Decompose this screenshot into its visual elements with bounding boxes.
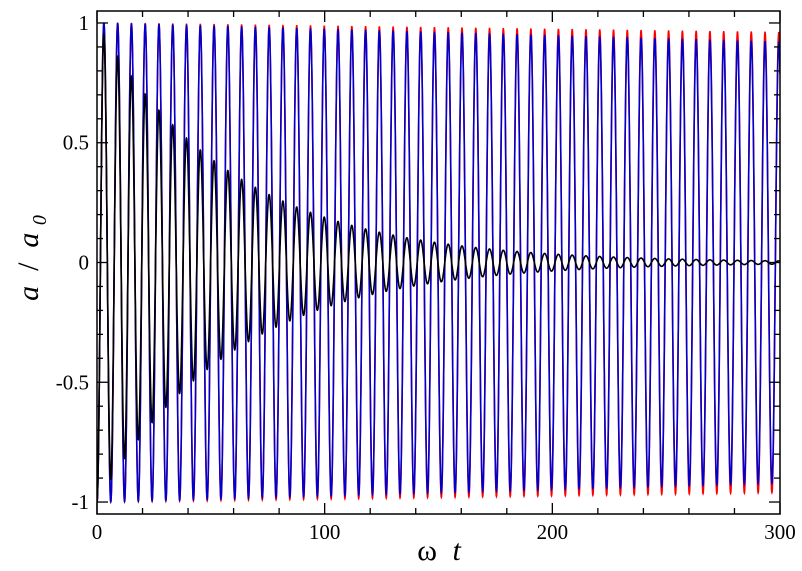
y-tick-label: 0.5 <box>63 131 89 155</box>
y-axis-label-a0: a <box>12 233 45 248</box>
x-axis-label: ω t <box>417 534 461 567</box>
x-tick-labels: 0 100 200 300 <box>92 520 796 544</box>
y-axis-label-slash: / <box>12 255 45 278</box>
axis-ticks <box>96 11 781 514</box>
y-tick-label: -1 <box>72 490 90 514</box>
plot-lines <box>97 22 780 505</box>
series-line-2 <box>97 32 780 503</box>
y-tick-label: -0.5 <box>56 370 89 394</box>
x-tick-label: 200 <box>537 520 569 544</box>
y-tick-label: 0 <box>79 251 90 275</box>
x-axis-label-t: t <box>452 534 461 567</box>
x-tick-label: 100 <box>309 520 341 544</box>
x-axis-label-omega: ω <box>417 534 437 567</box>
y-axis-label: a / a 0 <box>12 215 51 301</box>
y-tick-label: 1 <box>79 11 90 35</box>
y-tick-labels: -1 -0.5 0 0.5 1 <box>56 11 89 514</box>
x-tick-label: 300 <box>764 520 796 544</box>
plot-frame <box>96 10 781 515</box>
y-axis-label-a: a <box>12 286 45 301</box>
y-axis-label-subscript: 0 <box>29 215 51 225</box>
x-tick-label: 0 <box>92 520 103 544</box>
